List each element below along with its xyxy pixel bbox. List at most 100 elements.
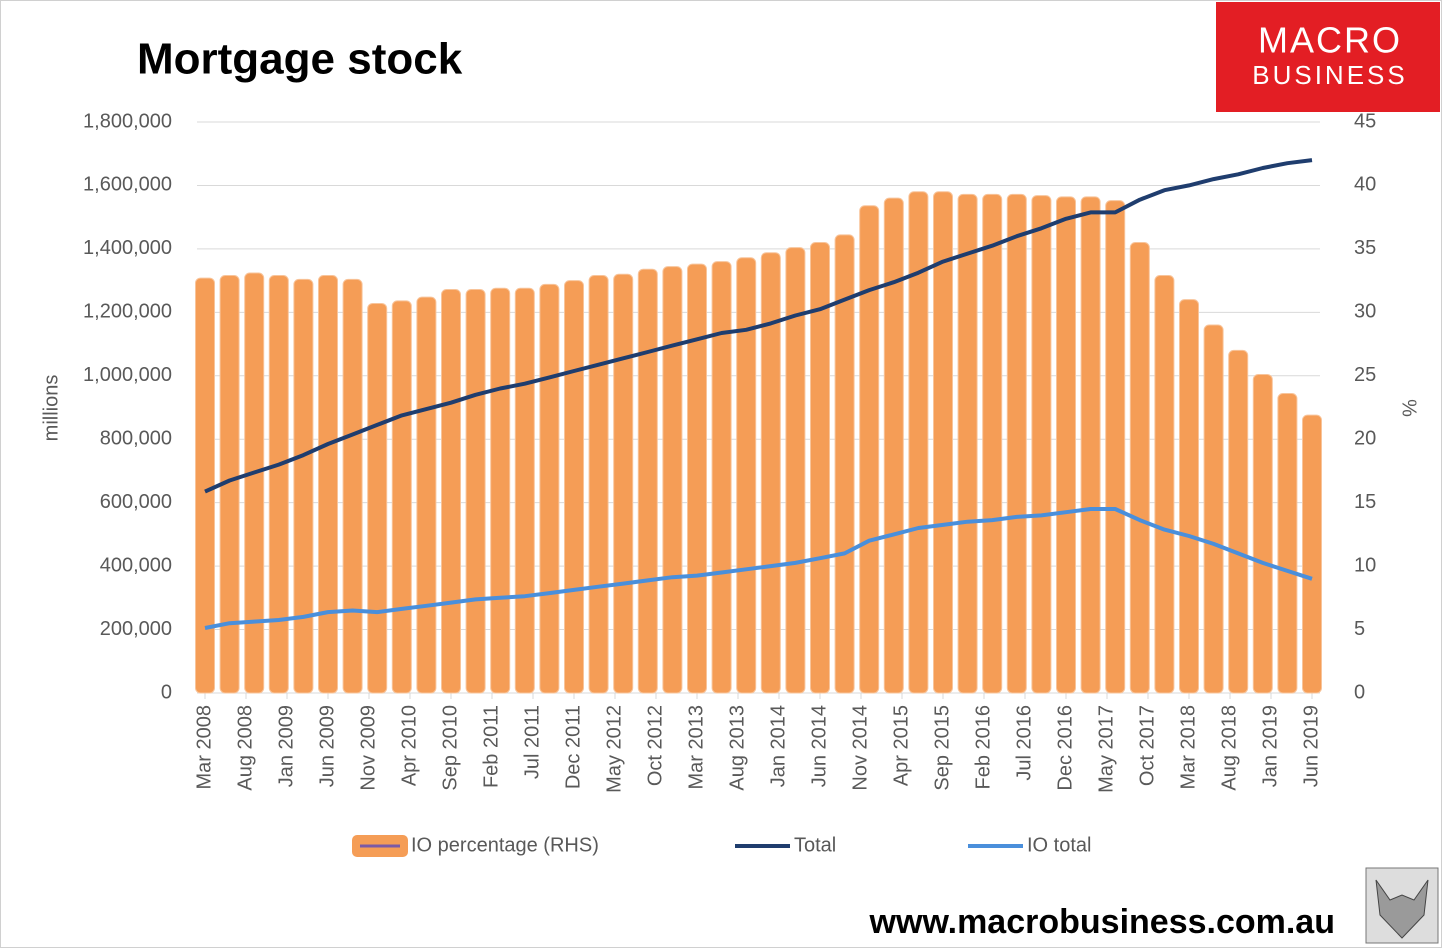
bar (859, 205, 880, 694)
bar (933, 191, 953, 694)
x-tick-label: Jul 2016 (1013, 705, 1035, 781)
bar (514, 287, 535, 694)
bar (490, 287, 511, 694)
line (204, 507, 1313, 630)
bar (1179, 299, 1199, 694)
bar (342, 278, 363, 694)
bar (539, 283, 560, 694)
x-tick-label: Jan 2019 (1259, 705, 1281, 787)
x-tick-label: Sep 2015 (931, 705, 953, 791)
bar (1056, 196, 1076, 694)
y-axis-title: millions (40, 375, 62, 442)
x-tick-label: Jul 2011 (521, 705, 543, 779)
bar (1154, 275, 1175, 694)
x-tick-label: Aug 2008 (234, 705, 256, 791)
y-tick-label: 1,400,000 (83, 237, 172, 259)
y-tick-label: 1,200,000 (83, 301, 172, 323)
bar (441, 288, 461, 694)
legend-label: IO total (1027, 834, 1091, 856)
bar (760, 252, 781, 694)
bar (244, 272, 265, 694)
x-tick-label: Mar 2018 (1177, 705, 1199, 790)
bar (1302, 414, 1322, 694)
bar (318, 275, 338, 694)
logo-text: BUSINESS (1252, 60, 1408, 90)
bar (1031, 195, 1052, 694)
y2-tick-label: 0 (1354, 681, 1365, 703)
bar (367, 302, 388, 694)
bar (883, 197, 904, 694)
bar (834, 234, 855, 694)
y-tick-label: 0 (161, 681, 172, 703)
x-tick-label: Sep 2010 (439, 705, 461, 791)
bar (416, 296, 437, 694)
bar (1228, 349, 1249, 694)
x-tick-label: Jan 2014 (767, 705, 789, 787)
bar (637, 268, 658, 694)
footer-url: www.macrobusiness.com.au (869, 903, 1335, 941)
y2-tick-label: 25 (1354, 364, 1376, 386)
bar (613, 273, 634, 694)
x-tick-label: May 2012 (603, 705, 625, 793)
wolf-icon (1375, 879, 1429, 939)
x-tick-label: Dec 2016 (1054, 705, 1076, 791)
bar (982, 193, 1003, 694)
bar (293, 278, 314, 694)
bar (785, 247, 806, 694)
x-tick-label: Mar 2008 (193, 705, 215, 790)
bar (465, 288, 486, 694)
logo-box (1216, 2, 1440, 112)
bar (1277, 393, 1298, 694)
bar (268, 275, 289, 694)
x-tick-label: Jun 2009 (316, 705, 338, 787)
bar (1006, 193, 1027, 694)
bar (736, 257, 757, 694)
bar (564, 280, 584, 694)
y-tick-label: 1,800,000 (83, 110, 172, 132)
x-tick-label: Apr 2010 (398, 705, 420, 786)
y-tick-label: 400,000 (100, 554, 172, 576)
x-tick-label: Dec 2011 (562, 705, 584, 789)
x-tick-label: Jun 2014 (808, 705, 830, 787)
y-tick-label: 200,000 (100, 618, 172, 640)
y2-axis-title: % (1398, 399, 1420, 417)
y-tick-label: 1,000,000 (83, 364, 172, 386)
bar (662, 266, 683, 694)
x-tick-label: Aug 2018 (1218, 705, 1240, 791)
y-tick-label: 1,600,000 (83, 174, 172, 196)
y-tick-label: 600,000 (100, 491, 172, 513)
y-tick-label: 800,000 (100, 428, 172, 450)
y2-tick-label: 20 (1354, 428, 1376, 450)
y2-tick-label: 35 (1354, 237, 1376, 259)
x-tick-label: Nov 2014 (849, 705, 871, 791)
x-tick-label: Oct 2012 (644, 705, 666, 786)
bar (908, 191, 929, 694)
x-tick-label: Feb 2016 (972, 705, 994, 790)
legend-label: IO percentage (RHS) (411, 834, 599, 856)
x-tick-label: Oct 2017 (1136, 705, 1158, 786)
bar (810, 242, 830, 694)
y2-tick-label: 45 (1354, 110, 1376, 132)
bar (687, 263, 707, 694)
x-tick-label: May 2017 (1095, 705, 1117, 793)
chart-title: Mortgage stock (137, 35, 463, 84)
x-tick-label: Jan 2009 (275, 705, 297, 787)
bar (1203, 324, 1224, 694)
x-tick-label: Jun 2019 (1300, 705, 1322, 787)
bar (1105, 200, 1126, 694)
bar (1080, 196, 1101, 694)
legend-label: Total (794, 834, 836, 856)
line (204, 158, 1313, 494)
y2-tick-label: 30 (1354, 301, 1376, 323)
bar (588, 275, 609, 694)
y2-tick-label: 10 (1354, 554, 1376, 576)
x-tick-label: Mar 2013 (685, 705, 707, 790)
logo-text: MACRO (1258, 20, 1402, 61)
x-tick-label: Apr 2015 (890, 705, 912, 786)
x-tick-label: Feb 2011 (480, 705, 502, 788)
bar (957, 193, 978, 694)
bar (391, 300, 412, 694)
y2-tick-label: 5 (1354, 618, 1365, 640)
